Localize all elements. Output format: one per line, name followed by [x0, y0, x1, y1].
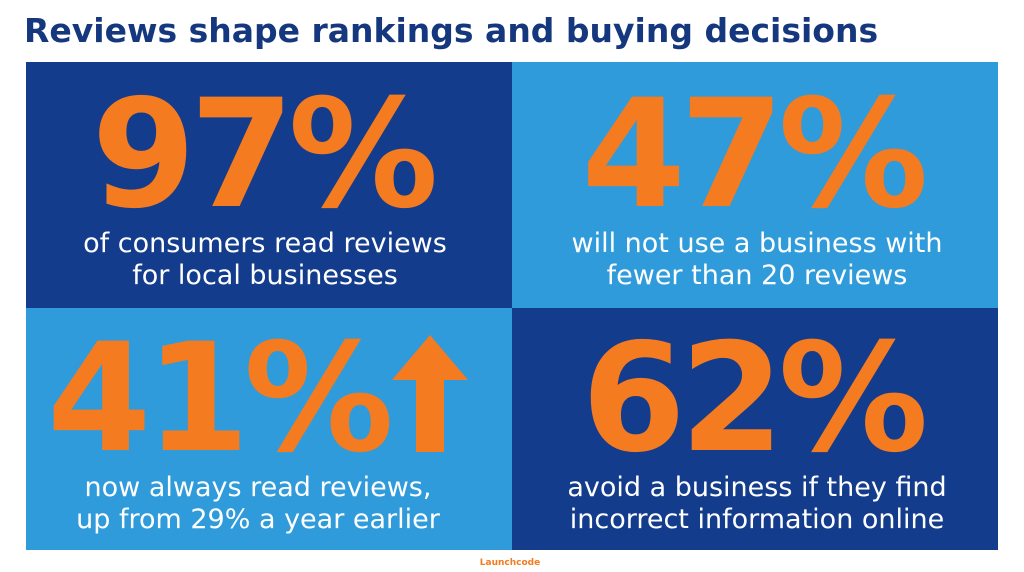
stat-text: avoid a business if they find [567, 472, 946, 503]
stat-figure: 47% [581, 68, 924, 242]
brand-logo: Launchcode [480, 558, 540, 568]
stat-figure: 62% [581, 312, 924, 486]
stat-text: will not use a business with [571, 228, 942, 259]
up-arrow [392, 335, 468, 452]
stat-figure: 41% [47, 312, 390, 486]
stat-text: up from 29% a year earlier [76, 504, 441, 535]
title: Reviews shape rankings and buying decisi… [24, 11, 878, 50]
stat-text: for local businesses [132, 260, 398, 291]
stat-text: fewer than 20 reviews [607, 260, 908, 291]
stat-figure: 97% [91, 68, 434, 242]
panel [512, 62, 998, 308]
panel [512, 308, 998, 550]
stat-text: now always read reviews, [85, 472, 432, 503]
panel [26, 62, 512, 308]
stat-text: incorrect information online [570, 504, 945, 535]
stat-text: of consumers read reviews [83, 228, 447, 259]
